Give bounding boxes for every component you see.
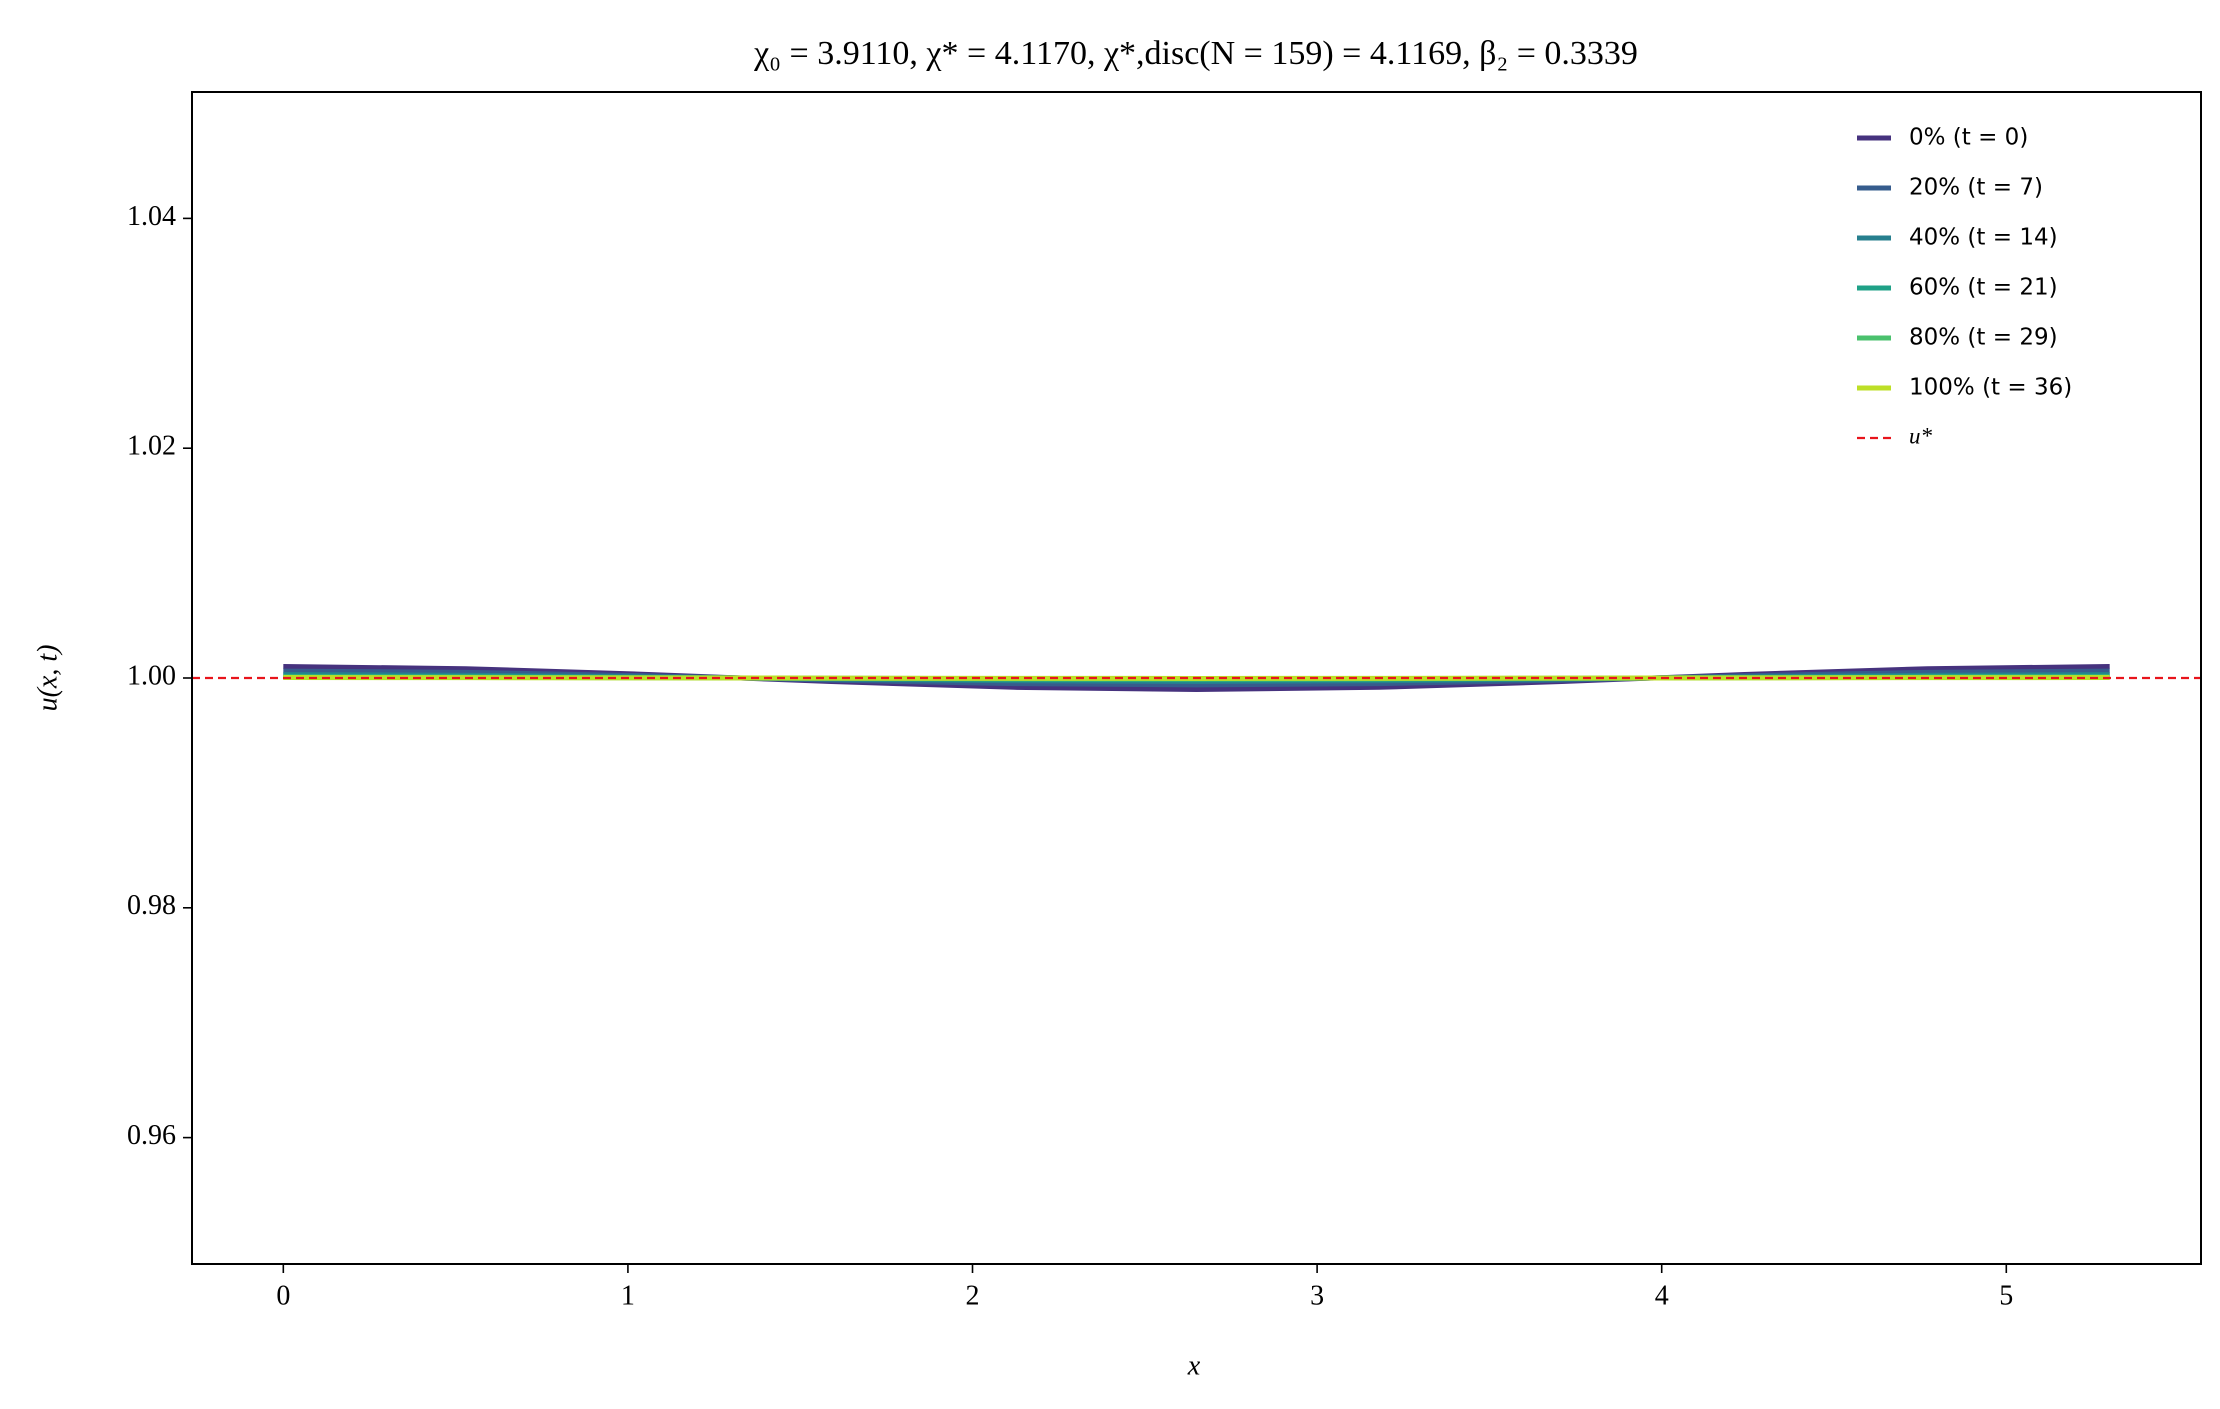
- x-tick-label: 1: [621, 1280, 635, 1311]
- x-tick-label: 4: [1655, 1280, 1669, 1311]
- y-tick-label: 0.98: [127, 890, 176, 921]
- x-tick-label: 0: [276, 1280, 290, 1311]
- x-tick-label: 5: [1999, 1280, 2013, 1311]
- y-tick-label: 1.02: [127, 431, 176, 462]
- legend-label: 40% (t = 14): [1909, 225, 2058, 251]
- y-tick-label: 1.00: [127, 660, 176, 691]
- legend-label: 20% (t = 7): [1909, 175, 2043, 201]
- y-axis-label: u(x, t): [32, 645, 63, 712]
- legend-label: 100% (t = 36): [1909, 375, 2072, 401]
- chart-title: χ₀ = 3.9110, χ* = 4.1170, χ*,disc(N = 15…: [753, 35, 1638, 72]
- x-axis-label: x: [1187, 1350, 1201, 1381]
- x-tick-label: 2: [966, 1280, 980, 1311]
- y-tick-label: 0.96: [127, 1120, 176, 1151]
- legend-label: u*: [1909, 423, 1933, 448]
- plot-frame: [191, 91, 2202, 1265]
- legend-label: 80% (t = 29): [1909, 325, 2058, 351]
- legend-label: 0% (t = 0): [1909, 125, 2028, 151]
- legend-label: 60% (t = 21): [1909, 275, 2058, 301]
- x-tick-label: 3: [1310, 1280, 1324, 1311]
- y-tick-label: 1.04: [127, 201, 176, 232]
